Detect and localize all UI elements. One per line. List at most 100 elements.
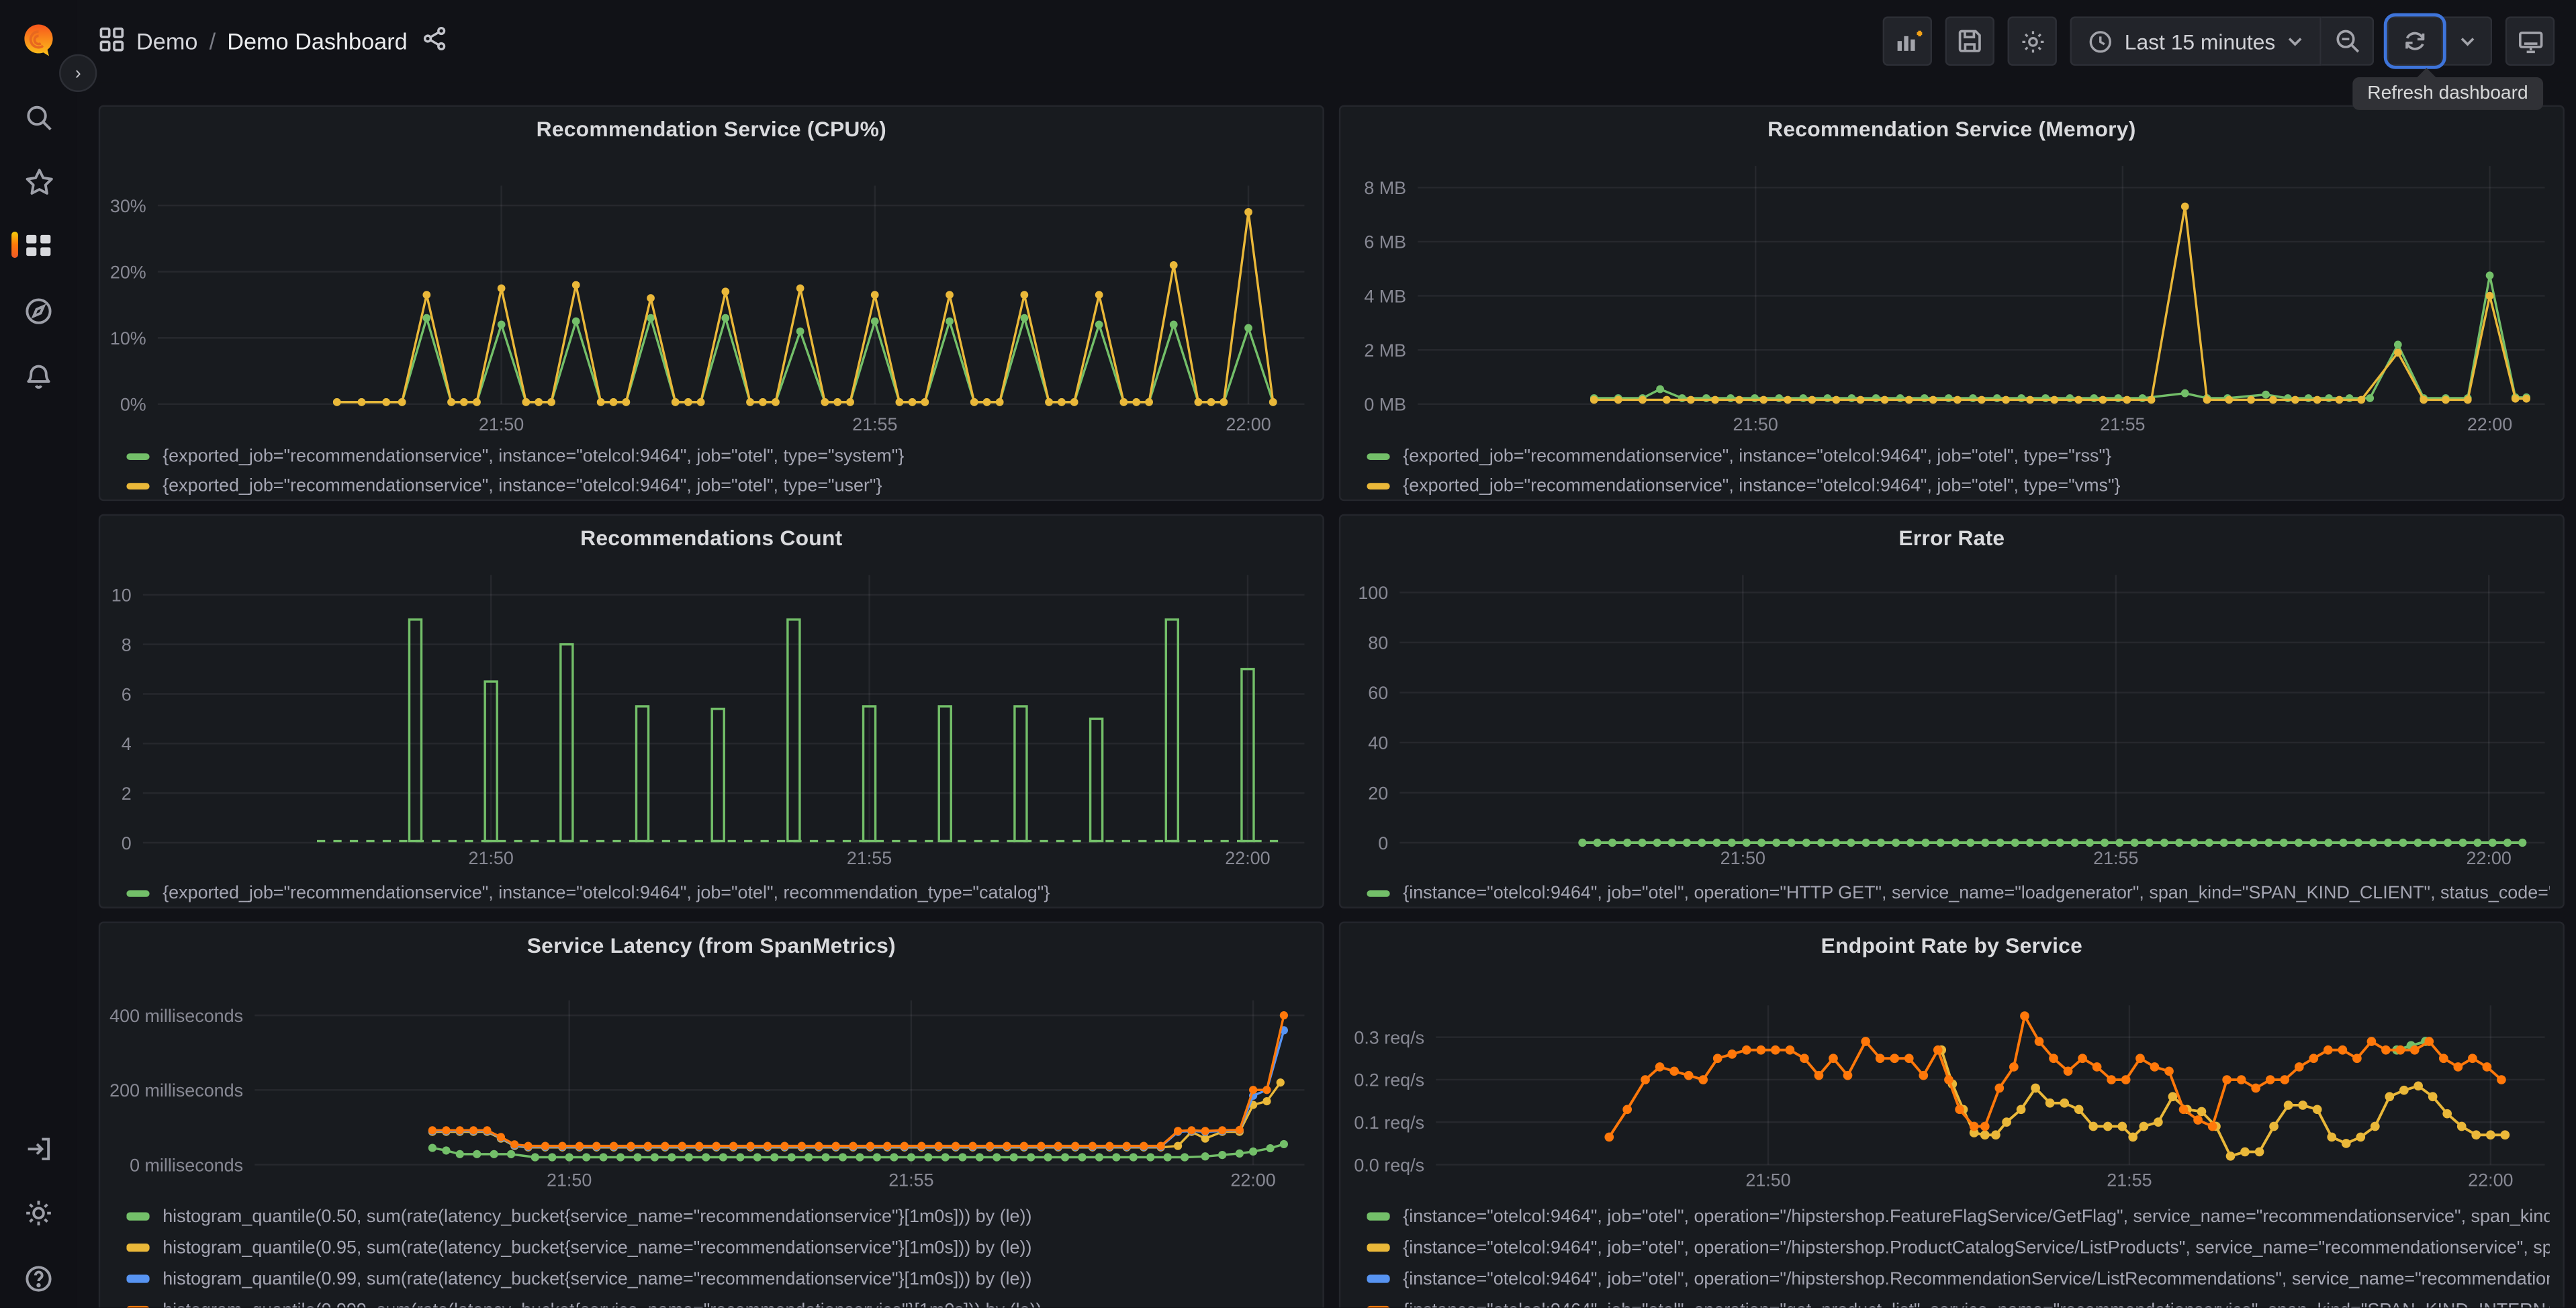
legend-label[interactable]: {instance="otelcol:9464", job="otel", op… xyxy=(1403,884,2550,904)
series-line-p95[interactable] xyxy=(432,1082,1282,1149)
legend-item[interactable]: {exported_job="recommendationservice", i… xyxy=(1367,442,2549,471)
zoom-out-button[interactable] xyxy=(2321,16,2375,66)
legend-label[interactable]: {exported_job="recommendationservice", i… xyxy=(1403,447,2112,467)
bar[interactable] xyxy=(1164,618,1180,843)
legend-item[interactable]: {exported_job="recommendationservice", i… xyxy=(126,471,1309,500)
panel-title[interactable]: Recommendation Service (Memory) xyxy=(1767,116,2136,142)
chart-count[interactable]: 21:50 21:55 22:00 0 2 4 6 8 10 xyxy=(100,516,1324,908)
x-axis-tick-label: 22:00 xyxy=(1226,414,1271,434)
time-controls: Last 15 minutes xyxy=(2070,16,2375,66)
bar[interactable] xyxy=(937,705,952,843)
legend-item[interactable]: {instance="otelcol:9464", job="otel", op… xyxy=(1367,1232,2550,1263)
legend-swatch xyxy=(126,890,150,898)
chart-latency[interactable]: 21:50 21:55 22:00 0 milliseconds 200 millise… xyxy=(100,923,1324,1307)
bar[interactable] xyxy=(786,618,801,843)
chart-error[interactable]: 21:50 21:55 22:00 0 20 40 60 80 100 xyxy=(1340,516,2565,908)
starred-icon[interactable] xyxy=(0,154,77,210)
panel-count: Recommendations Count 21:50 21:55 22:00 0 2 4 6… xyxy=(98,514,1324,908)
x-axis-tick-label: 21:50 xyxy=(1720,848,1765,868)
alerting-bell-icon[interactable] xyxy=(0,348,77,404)
legend-label[interactable]: {exported_job="recommendationservice", i… xyxy=(1403,476,2121,496)
legend-item[interactable]: histogram_quantile(0.95, sum(rate(latenc… xyxy=(126,1232,1309,1263)
series-line-ListProducts[interactable] xyxy=(1940,1049,2505,1158)
dashboard-settings-button[interactable] xyxy=(2008,16,2058,66)
legend-label[interactable]: histogram_quantile(0.95, sum(rate(latenc… xyxy=(163,1237,1032,1258)
time-range-picker[interactable]: Last 15 minutes xyxy=(2070,16,2321,66)
bar[interactable] xyxy=(559,643,574,843)
panel-title[interactable]: Recommendations Count xyxy=(580,525,843,551)
legend-label[interactable]: {instance="otelcol:9464", job="otel", op… xyxy=(1403,1268,2550,1289)
legend-label[interactable]: {exported_job="recommendationservice", i… xyxy=(163,476,882,496)
legend-label[interactable]: {instance="otelcol:9464", job="otel", op… xyxy=(1403,1300,2550,1307)
sidebar-expand-button[interactable]: › xyxy=(59,54,97,93)
x-axis-tick-label: 21:50 xyxy=(547,1170,592,1190)
bar[interactable] xyxy=(1013,705,1028,843)
series-line-system[interactable] xyxy=(336,316,1275,404)
legend-item[interactable]: {instance="otelcol:9464", job="otel", op… xyxy=(1367,1201,2550,1231)
legend-item[interactable]: histogram_quantile(0.99, sum(rate(latenc… xyxy=(126,1263,1309,1294)
legend-label[interactable]: {instance="otelcol:9464", job="otel", op… xyxy=(1403,1237,2550,1258)
legend-label[interactable]: histogram_quantile(0.99, sum(rate(latenc… xyxy=(163,1268,1032,1289)
bar[interactable] xyxy=(635,705,650,843)
legend-label[interactable]: histogram_quantile(0.999, sum(rate(laten… xyxy=(163,1300,1042,1307)
bar[interactable] xyxy=(408,618,423,843)
chart-memory[interactable]: 21:50 21:55 22:00 0 MB 2 MB 4 MB 6 MB 8 MB xyxy=(1340,107,2565,501)
bar[interactable] xyxy=(1089,717,1104,843)
legend-swatch xyxy=(126,1275,150,1283)
series-line-get_product_list[interactable] xyxy=(1608,1015,2503,1138)
chart-endpoint[interactable]: 21:50 21:55 22:00 0.0 req/s 0.1 req/s 0.2 req… xyxy=(1340,923,2565,1307)
legend-label[interactable]: {instance="otelcol:9464", job="otel", op… xyxy=(1403,1206,2550,1227)
cycle-view-mode-button[interactable] xyxy=(2505,16,2555,66)
series-line-p999[interactable] xyxy=(432,1015,1285,1148)
active-section-indicator xyxy=(11,231,18,259)
panel-title[interactable]: Error Rate xyxy=(1898,525,2005,551)
dashboards-grid-icon[interactable] xyxy=(99,26,125,56)
series-line-vms[interactable] xyxy=(1594,205,2527,402)
explore-compass-icon[interactable] xyxy=(0,283,77,338)
sign-in-icon[interactable] xyxy=(0,1120,77,1176)
panel-error: Error Rate 21:50 21:55 22:00 0 20 40 60 80 100 {in… xyxy=(1338,514,2565,908)
legend: {exported_job="recommendationservice", i… xyxy=(1367,442,2549,500)
legend-item[interactable]: {instance="otelcol:9464", job="otel", op… xyxy=(1367,1295,2550,1308)
search-icon[interactable] xyxy=(0,91,77,146)
y-axis-tick-label: 10% xyxy=(110,328,146,348)
help-icon[interactable] xyxy=(0,1250,77,1306)
legend-item[interactable]: histogram_quantile(0.50, sum(rate(latenc… xyxy=(126,1201,1309,1231)
y-axis-tick-label: 8 xyxy=(122,635,132,655)
panel-title[interactable]: Endpoint Rate by Service xyxy=(1821,933,2083,958)
dashboards-icon[interactable] xyxy=(0,217,77,273)
share-icon[interactable] xyxy=(422,26,447,56)
grafana-logo-icon[interactable] xyxy=(19,21,57,59)
legend-label[interactable]: {exported_job="recommendationservice", i… xyxy=(163,447,905,467)
panel-title[interactable]: Recommendation Service (CPU%) xyxy=(536,116,887,142)
x-axis-tick-label: 21:50 xyxy=(468,848,513,868)
legend-item[interactable]: {exported_job="recommendationservice", i… xyxy=(1367,471,2549,500)
breadcrumb: Demo / Demo Dashboard xyxy=(99,26,447,56)
legend-item[interactable]: {instance="otelcol:9464", job="otel", op… xyxy=(1367,879,2550,907)
add-panel-button[interactable] xyxy=(1883,16,1933,66)
breadcrumb-section[interactable]: Demo xyxy=(136,28,198,54)
bar[interactable] xyxy=(1240,667,1255,843)
bar[interactable] xyxy=(862,705,877,843)
refresh-button[interactable] xyxy=(2383,13,2446,69)
legend-item[interactable]: {instance="otelcol:9464", job="otel", op… xyxy=(1367,1263,2550,1294)
bar[interactable] xyxy=(710,707,725,843)
series-line-user[interactable] xyxy=(336,211,1275,404)
panel-title[interactable]: Service Latency (from SpanMetrics) xyxy=(526,933,896,958)
legend-label[interactable]: {exported_job="recommendationservice", i… xyxy=(163,884,1050,904)
save-dashboard-button[interactable] xyxy=(1945,16,1995,66)
series-line-rss[interactable] xyxy=(1594,274,2527,400)
y-axis-tick-label: 2 MB xyxy=(1364,340,1406,361)
chart-cpu[interactable]: 21:50 21:55 22:00 0% 10% 20% 30% xyxy=(100,107,1324,501)
refresh-interval-dropdown[interactable] xyxy=(2442,16,2493,66)
x-axis-tick-label: 22:00 xyxy=(1230,1170,1275,1190)
legend-item[interactable]: {exported_job="recommendationservice", i… xyxy=(126,879,1309,907)
legend-label[interactable]: histogram_quantile(0.50, sum(rate(latenc… xyxy=(163,1206,1032,1227)
configuration-gear-icon[interactable] xyxy=(0,1184,77,1240)
bar[interactable] xyxy=(484,680,498,843)
y-axis-tick-label: 0.1 req/s xyxy=(1354,1113,1424,1133)
series-line-p99[interactable] xyxy=(432,1029,1285,1148)
legend-item[interactable]: histogram_quantile(0.999, sum(rate(laten… xyxy=(126,1295,1309,1308)
legend-swatch xyxy=(1367,1275,1390,1283)
legend-item[interactable]: {exported_job="recommendationservice", i… xyxy=(126,442,1309,471)
